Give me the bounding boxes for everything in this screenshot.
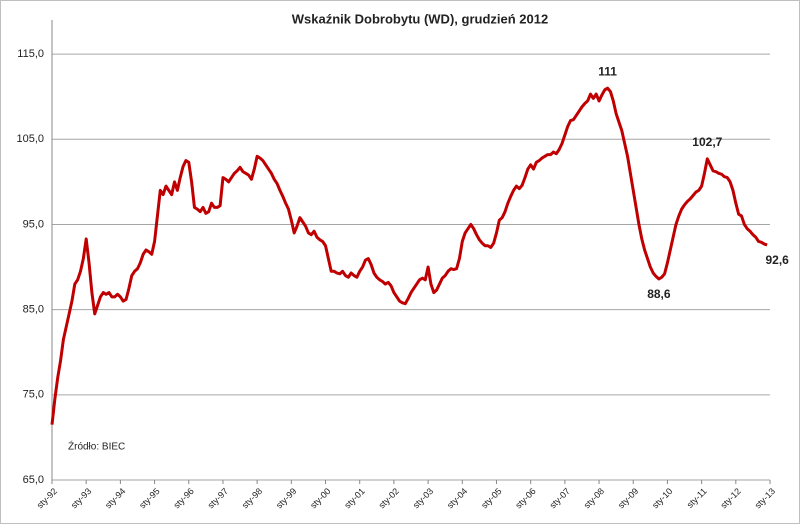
series-line — [50, 86, 768, 425]
y-tick-label: 105,0 — [16, 133, 44, 145]
y-tick-label: 115,0 — [17, 48, 44, 60]
data-label: 92,6 — [765, 253, 789, 267]
data-label: 102,7 — [692, 135, 722, 149]
data-label: 111 — [598, 64, 617, 78]
data-label: 88,6 — [647, 287, 671, 301]
source-note: Źródło: BIEC — [68, 440, 125, 453]
y-tick-label: 85,0 — [23, 304, 44, 316]
y-tick-label: 65,0 — [23, 474, 44, 486]
y-tick-label: 75,0 — [23, 389, 44, 401]
chart-title: Wskaźnik Dobrobytu (WD), grudzień 2012 — [292, 11, 548, 26]
y-tick-label: 95,0 — [23, 218, 44, 230]
